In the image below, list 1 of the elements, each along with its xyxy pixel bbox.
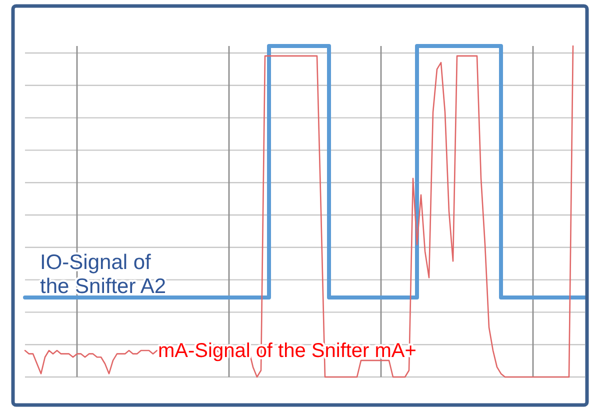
series-label: IO-Signal of the Snifter A2 — [40, 250, 166, 298]
